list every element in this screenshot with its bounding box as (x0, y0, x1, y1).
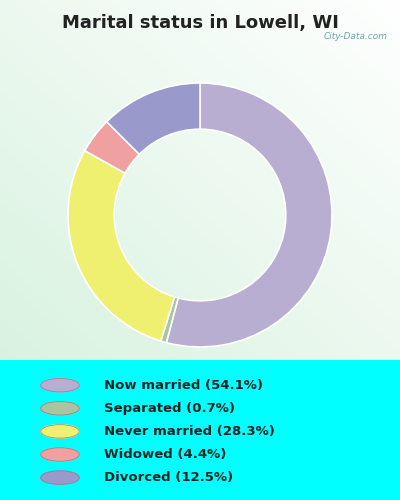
Text: Divorced (12.5%): Divorced (12.5%) (104, 471, 233, 484)
Text: Now married (54.1%): Now married (54.1%) (104, 378, 263, 392)
Wedge shape (68, 150, 174, 341)
Wedge shape (107, 83, 200, 154)
Text: Widowed (4.4%): Widowed (4.4%) (104, 448, 226, 461)
Text: City-Data.com: City-Data.com (324, 32, 388, 42)
Text: Separated (0.7%): Separated (0.7%) (104, 402, 235, 415)
Text: Never married (28.3%): Never married (28.3%) (104, 425, 275, 438)
Circle shape (41, 424, 79, 438)
Wedge shape (166, 83, 332, 347)
Circle shape (41, 402, 79, 415)
Wedge shape (85, 122, 139, 173)
Circle shape (41, 378, 79, 392)
Text: Marital status in Lowell, WI: Marital status in Lowell, WI (62, 14, 338, 32)
Wedge shape (161, 297, 178, 343)
Circle shape (41, 448, 79, 461)
Circle shape (41, 471, 79, 484)
